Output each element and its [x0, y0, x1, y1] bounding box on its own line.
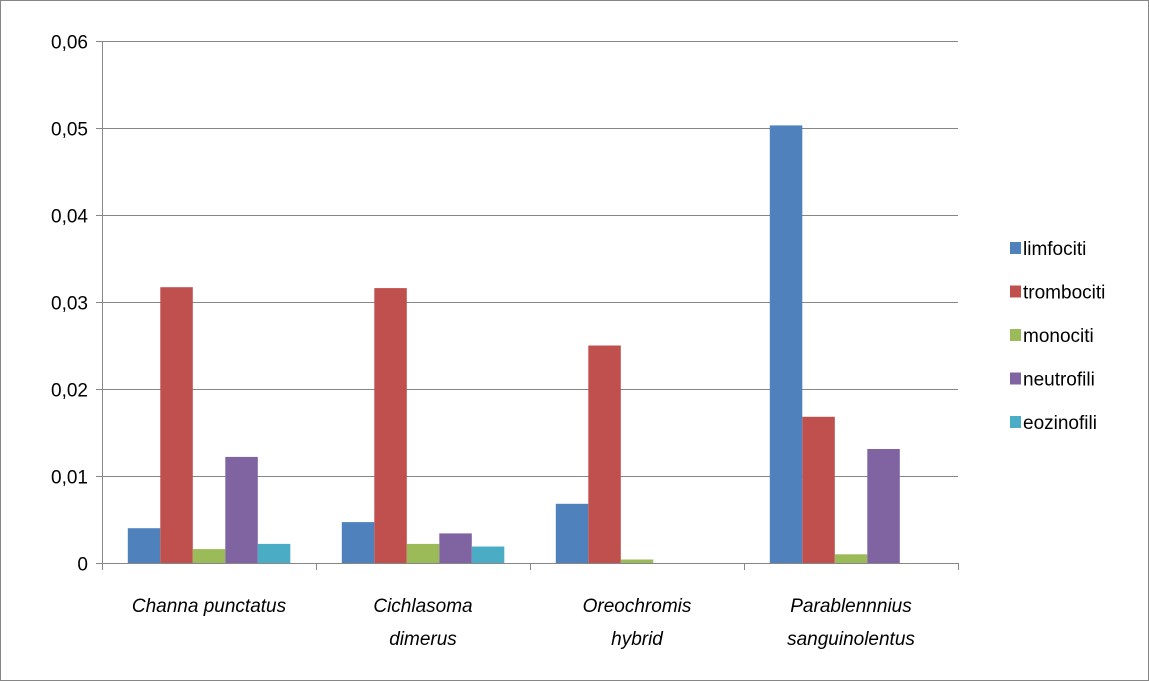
y-tick-label: 0	[77, 555, 88, 576]
legend-label-neutrofili: neutrofili	[1023, 370, 1095, 391]
bar-eozinofili	[257, 543, 291, 563]
y-tick-label: 0,03	[51, 294, 88, 315]
y-tick-label: 0,05	[51, 120, 88, 141]
bar-neutrofili	[867, 449, 900, 563]
legend-label-monociti: monociti	[1023, 326, 1094, 347]
bar-neutrofili	[225, 456, 258, 563]
legend-swatch-trombociti	[1010, 285, 1021, 298]
x-category-label: hybrid	[611, 629, 664, 650]
y-tick-label: 0,02	[51, 381, 88, 402]
bar-neutrofili	[439, 533, 472, 563]
y-tick-label: 0,06	[51, 33, 88, 54]
x-category-label: dimerus	[389, 629, 457, 650]
bar-limfociti	[555, 503, 589, 563]
bar-limfociti	[127, 528, 161, 563]
legend-swatch-limfociti	[1010, 242, 1021, 254]
bar-trombociti	[588, 345, 621, 563]
bar-limfociti	[341, 522, 375, 563]
legend-label-eozinofili: eozinofili	[1023, 413, 1097, 434]
bar-monociti	[834, 554, 868, 563]
legend-label-limfociti: limfociti	[1023, 239, 1086, 260]
bar-limfociti	[769, 125, 803, 564]
bar-monociti	[192, 549, 226, 563]
x-category-label: Cichlasoma	[373, 596, 472, 617]
bar-eozinofili	[471, 546, 505, 563]
x-category-label: Parablennnius	[790, 596, 912, 617]
x-category-label: Oreochromis	[583, 596, 692, 617]
bar-trombociti	[374, 288, 407, 563]
bar-monociti	[620, 559, 654, 563]
legend-label-trombociti: trombociti	[1023, 283, 1105, 304]
y-tick-label: 0,01	[51, 468, 88, 489]
x-category-label: sanguinolentus	[787, 629, 915, 650]
legend-swatch-monociti	[1010, 329, 1021, 341]
bar-monociti	[406, 543, 440, 563]
bar-trombociti	[160, 287, 193, 563]
y-tick-label: 0,04	[51, 207, 88, 228]
legend-swatch-neutrofili	[1010, 372, 1021, 385]
x-category-label: Channa punctatus	[132, 596, 287, 617]
bar-trombociti	[802, 416, 835, 563]
legend-swatch-eozinofili	[1010, 416, 1021, 428]
